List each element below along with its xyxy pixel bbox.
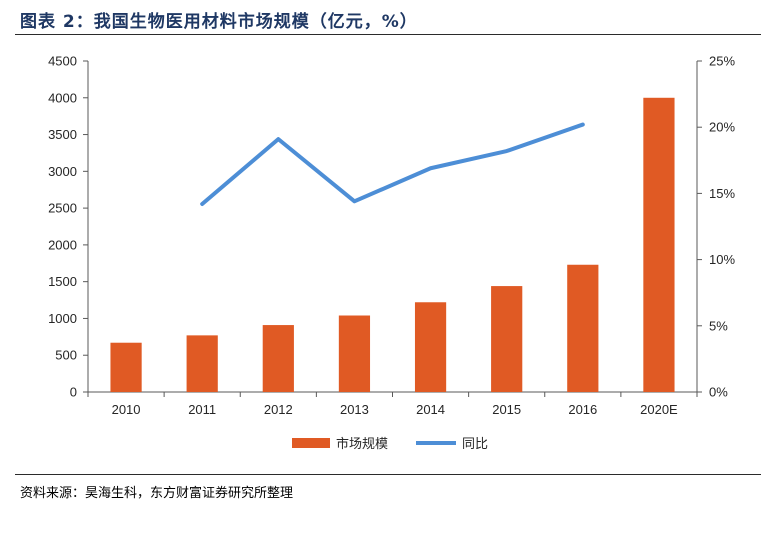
yoy-line	[200, 122, 585, 206]
bar	[491, 286, 523, 392]
left-tick-label: 500	[55, 348, 77, 363]
bar	[567, 264, 599, 392]
x-tick-label: 2010	[112, 402, 141, 417]
left-tick-label: 3500	[48, 127, 77, 142]
bar	[414, 302, 447, 392]
left-tick-label: 3000	[48, 164, 77, 179]
right-tick-label: 20%	[709, 120, 735, 135]
left-tick-label: 0	[70, 385, 77, 400]
bottom-rule	[15, 474, 761, 475]
right-tick-label: 10%	[709, 252, 735, 267]
left-tick-label: 1000	[48, 311, 77, 326]
legend-label-line: 同比	[462, 437, 488, 452]
bar	[262, 325, 294, 392]
bar	[110, 342, 142, 392]
left-tick-label: 2000	[48, 237, 77, 252]
x-tick-label: 2012	[264, 402, 293, 417]
bar	[338, 315, 371, 392]
x-tick-label: 2013	[340, 402, 369, 417]
legend-swatch-bar	[292, 438, 330, 448]
right-tick-label: 15%	[709, 186, 735, 201]
right-tick-label: 5%	[709, 318, 728, 333]
x-tick-label: 2020E	[640, 402, 678, 417]
x-tick-label: 2011	[188, 402, 216, 417]
right-tick-label: 0%	[709, 385, 728, 400]
legend-label-bar: 市场规模	[336, 436, 388, 452]
x-tick-label: 2016	[568, 402, 597, 417]
left-tick-label: 2500	[48, 201, 77, 216]
x-tick-label: 2014	[416, 402, 445, 417]
left-tick-label: 1500	[48, 274, 77, 289]
left-tick-label: 4000	[48, 90, 77, 105]
left-tick-label: 4500	[48, 54, 77, 69]
source-note: 资料来源：昊海生科，东方财富证券研究所整理	[20, 486, 294, 501]
bar	[186, 335, 218, 392]
chart-title: 图表 2：我国生物医用材料市场规模（亿元，%）	[20, 12, 418, 32]
top-rule	[15, 34, 761, 35]
x-tick-label: 2015	[492, 402, 521, 417]
bar	[643, 97, 675, 393]
right-tick-label: 25%	[709, 54, 735, 69]
